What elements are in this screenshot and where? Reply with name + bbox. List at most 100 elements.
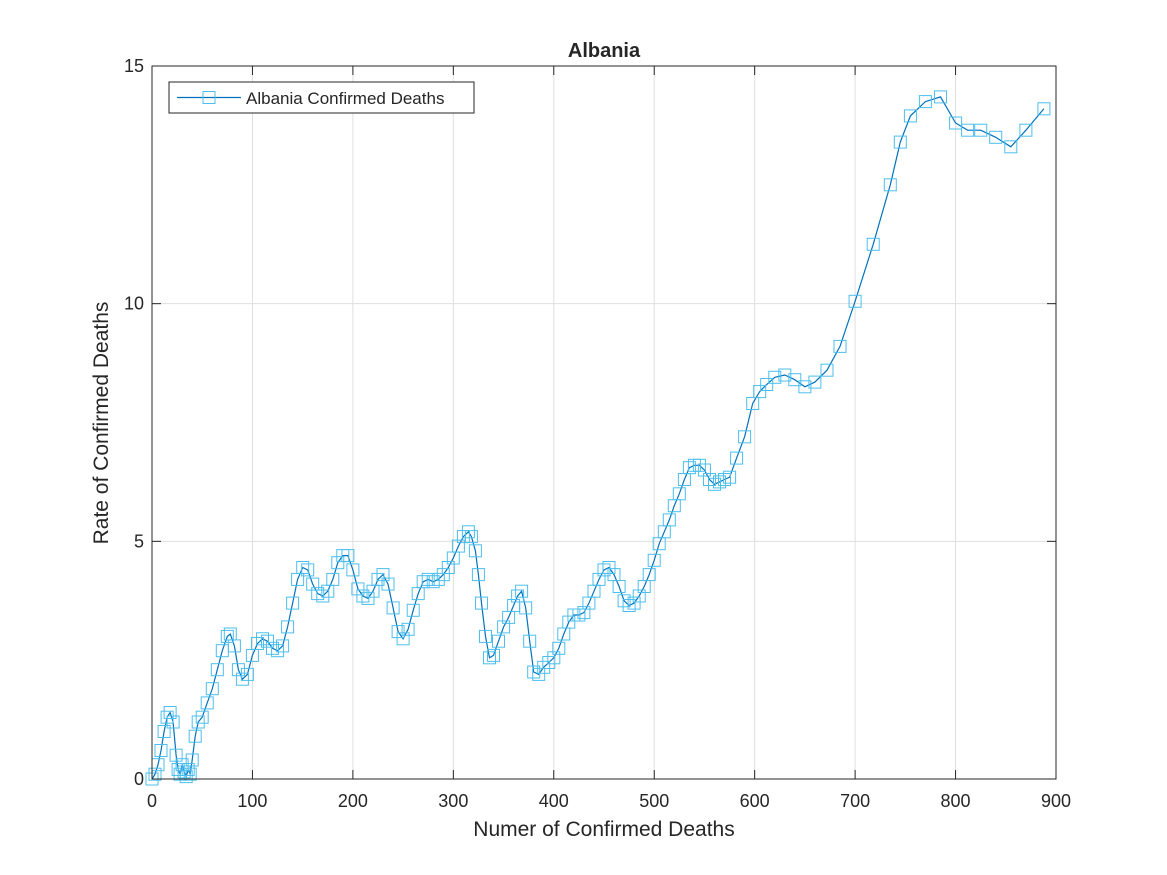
legend-label: Albania Confirmed Deaths [246, 89, 444, 108]
data-point-marker [296, 561, 310, 574]
data-point-marker [271, 644, 285, 658]
data-point-marker [441, 561, 455, 574]
x-tick-label: 500 [639, 791, 669, 811]
data-point-marker [547, 651, 561, 665]
y-axis-label: Rate of Confirmed Deaths [90, 302, 113, 545]
data-point-marker [163, 706, 177, 719]
data-point-marker [157, 725, 171, 738]
x-tick-label: 300 [438, 791, 468, 811]
data-point-marker [542, 656, 556, 669]
x-tick-label: 100 [237, 791, 267, 811]
data-point-marker [326, 572, 340, 586]
x-tick-label: 400 [539, 791, 569, 811]
data-point-marker [346, 563, 360, 577]
data-point-marker [276, 639, 290, 653]
data-point-marker [532, 667, 546, 681]
data-point-marker [456, 530, 470, 544]
data-point-marker [647, 553, 661, 567]
data-point-marker [632, 589, 646, 603]
data-point-marker [768, 370, 782, 384]
data-point-marker [231, 663, 245, 677]
data-point-marker [753, 385, 767, 399]
data-point-marker [220, 629, 234, 643]
data-point-marker [511, 589, 525, 603]
data-point-marker [703, 473, 716, 486]
data-point-marker [730, 451, 744, 465]
data-point-marker [188, 729, 202, 743]
x-tick-label: 900 [1041, 791, 1071, 811]
series-markers [145, 90, 1051, 786]
data-point-marker [240, 667, 254, 681]
data-point-marker [602, 561, 616, 574]
data-point-marker [949, 116, 963, 130]
data-point-marker [642, 568, 656, 582]
data-point-marker [788, 373, 802, 387]
y-tick-label: 0 [134, 769, 144, 789]
data-point-marker [475, 596, 488, 610]
data-point-marker [708, 477, 721, 491]
data-point-marker [471, 568, 485, 582]
data-point-marker [1037, 102, 1051, 116]
data-point-marker [713, 475, 726, 489]
x-tick-labels: 0 100 200 300 400 500 600 700 800 900 [147, 791, 1071, 811]
data-point-marker [426, 575, 440, 589]
data-point-marker [431, 572, 445, 586]
data-point-marker [527, 665, 541, 679]
data-point-marker [421, 572, 435, 586]
data-point-marker [778, 368, 792, 382]
data-point-marker [416, 575, 430, 589]
data-point-marker [306, 577, 320, 591]
data-point-marker [451, 539, 465, 553]
data-point-marker [286, 596, 300, 610]
data-point-marker [622, 599, 636, 612]
data-point-marker [396, 632, 410, 646]
x-tick-label: 600 [740, 791, 770, 811]
chart-title: Albania [568, 40, 641, 62]
data-point-marker [760, 378, 774, 391]
x-axis-label: Numer of Confirmed Deaths [473, 818, 734, 841]
data-point-marker [798, 380, 812, 394]
data-point-marker [682, 461, 696, 475]
data-point-marker [718, 473, 731, 486]
data-point-marker [833, 339, 847, 353]
data-point-marker [266, 641, 279, 655]
data-point-marker [356, 589, 370, 603]
data-point-marker [974, 123, 988, 137]
y-tick-labels: 0 5 10 15 [124, 56, 144, 789]
data-point-marker [883, 178, 897, 192]
data-point-marker [572, 608, 586, 622]
y-tick-label: 15 [124, 56, 144, 76]
y-tick-label: 10 [124, 294, 144, 314]
data-point-marker [1019, 123, 1033, 137]
data-point-marker [808, 375, 822, 389]
data-point-marker [697, 463, 711, 477]
data-point-marker [1004, 140, 1018, 154]
data-point-marker [989, 130, 1003, 144]
x-tick-label: 800 [941, 791, 971, 811]
data-point-marker [612, 580, 626, 593]
data-point-marker [515, 584, 529, 598]
data-point-marker [361, 591, 375, 605]
data-point-marker [381, 577, 395, 591]
data-point-marker [483, 651, 496, 665]
x-tick-label: 0 [147, 791, 157, 811]
legend-box [168, 81, 475, 114]
data-point-marker [918, 95, 932, 109]
data-point-marker [523, 634, 537, 648]
data-point-marker [479, 629, 492, 643]
x-tick-label: 200 [338, 791, 368, 811]
data-point-marker [179, 770, 193, 784]
plot-area [152, 66, 1056, 779]
data-point-marker [497, 620, 511, 634]
data-point-marker [820, 363, 834, 377]
axes-box [151, 65, 1057, 780]
data-point-marker [195, 710, 209, 724]
data-point-marker [866, 237, 880, 251]
data-point-marker [597, 563, 611, 577]
data-point-marker [181, 763, 195, 776]
data-point-marker [205, 682, 219, 696]
data-point-marker [391, 625, 405, 639]
data-point-marker [746, 397, 760, 410]
data-point-marker [227, 639, 241, 653]
